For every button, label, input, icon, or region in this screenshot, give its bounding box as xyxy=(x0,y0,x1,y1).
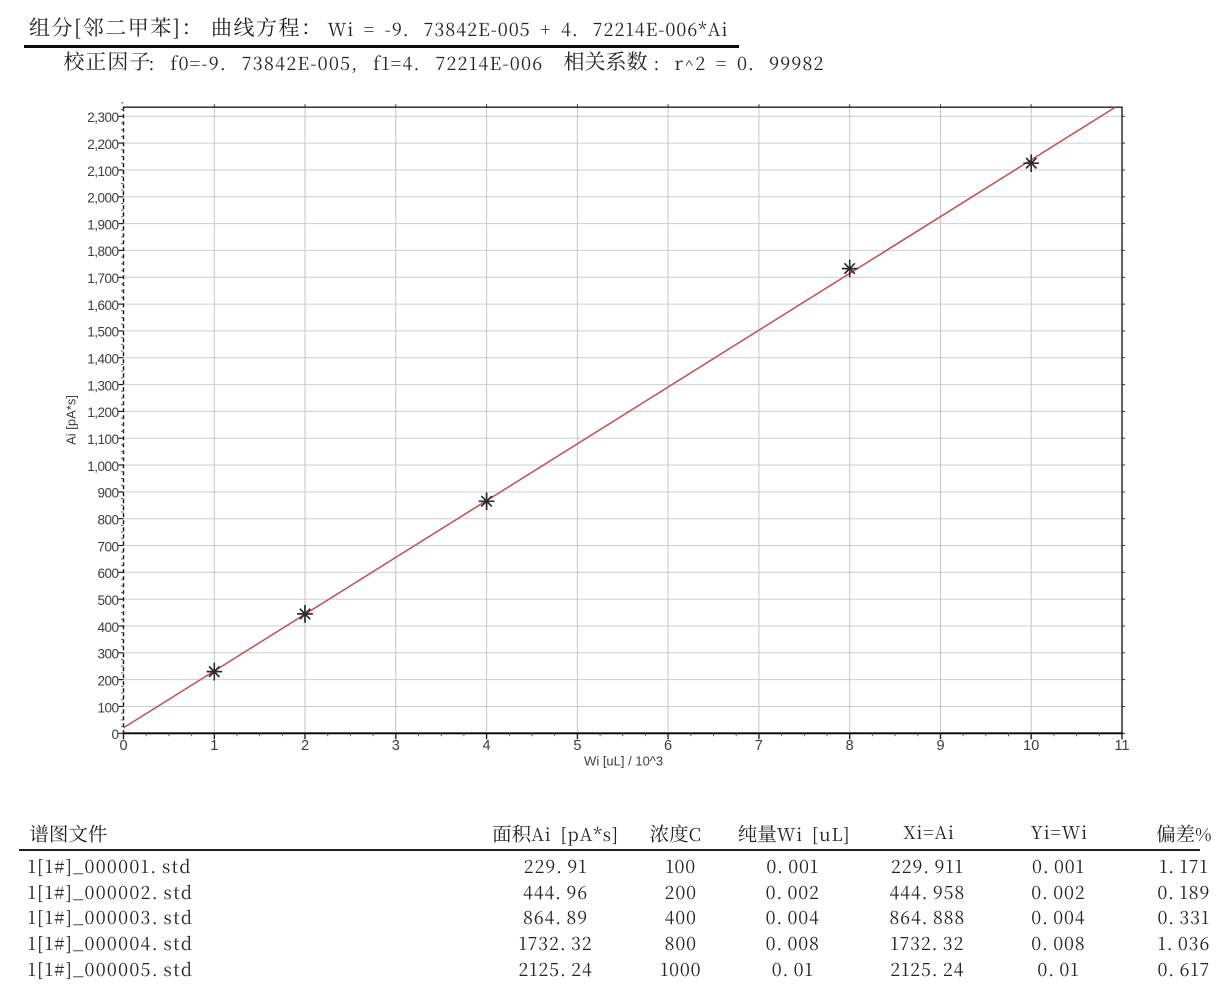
svg-text:1,900: 1,900 xyxy=(87,217,118,232)
svg-text:100: 100 xyxy=(97,700,118,715)
svg-text:6: 6 xyxy=(664,738,672,754)
svg-text:2: 2 xyxy=(301,738,309,754)
svg-text:1: 1 xyxy=(210,738,218,754)
svg-text:1,600: 1,600 xyxy=(87,298,118,313)
svg-text:8: 8 xyxy=(846,738,854,754)
svg-text:200: 200 xyxy=(97,673,118,688)
svg-text:1,700: 1,700 xyxy=(87,271,118,286)
svg-text:5: 5 xyxy=(573,738,581,754)
svg-text:500: 500 xyxy=(97,593,118,608)
svg-text:1,100: 1,100 xyxy=(87,432,118,447)
svg-text:0: 0 xyxy=(119,738,127,754)
svg-text:2,300: 2,300 xyxy=(87,110,118,125)
svg-text:2,000: 2,000 xyxy=(87,191,118,206)
svg-text:10: 10 xyxy=(1023,738,1039,754)
svg-text:1,400: 1,400 xyxy=(87,352,118,367)
svg-text:9: 9 xyxy=(936,738,944,754)
svg-text:400: 400 xyxy=(97,620,118,635)
svg-text:700: 700 xyxy=(97,539,118,554)
svg-text:Ai [pA*s]: Ai [pA*s] xyxy=(64,395,79,445)
svg-text:900: 900 xyxy=(97,486,118,501)
svg-text:11: 11 xyxy=(1114,738,1129,754)
svg-text:600: 600 xyxy=(97,566,118,581)
svg-text:2,200: 2,200 xyxy=(87,137,118,152)
svg-text:4: 4 xyxy=(483,738,491,754)
svg-text:1,000: 1,000 xyxy=(87,459,118,474)
svg-text:2,100: 2,100 xyxy=(87,164,118,179)
svg-text:300: 300 xyxy=(97,647,118,662)
svg-text:800: 800 xyxy=(97,513,118,528)
svg-text:1,200: 1,200 xyxy=(87,405,118,420)
svg-text:1,800: 1,800 xyxy=(87,244,118,259)
svg-text:1,300: 1,300 xyxy=(87,378,118,393)
svg-text:3: 3 xyxy=(392,738,400,754)
svg-text:1,500: 1,500 xyxy=(87,325,118,340)
svg-text:0: 0 xyxy=(111,727,118,742)
svg-text:Wi [uL] / 10^3: Wi [uL] / 10^3 xyxy=(584,754,663,769)
svg-text:7: 7 xyxy=(755,738,763,754)
